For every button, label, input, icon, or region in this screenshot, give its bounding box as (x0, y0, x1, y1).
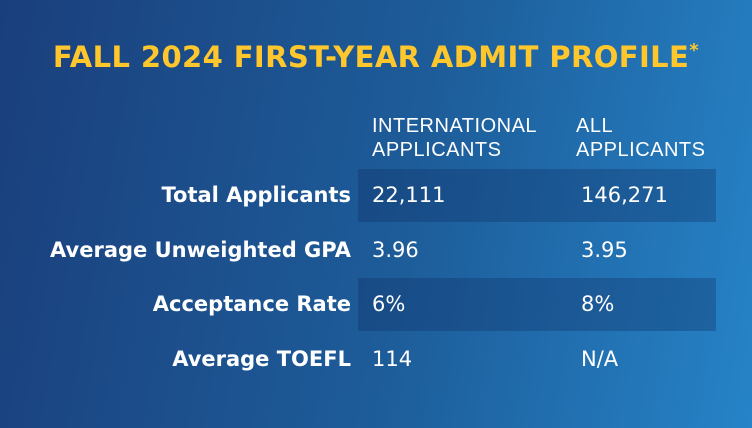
column-header-international: INTERNATIONAL APPLICANTS (372, 114, 537, 162)
row-band (358, 169, 716, 222)
table-row: Total Applicants 22,111 146,271 (0, 169, 752, 222)
column-header-line: INTERNATIONAL (372, 115, 538, 137)
title-text: FALL 2024 FIRST-YEAR ADMIT PROFILE (52, 40, 690, 74)
row-label: Total Applicants (161, 183, 351, 207)
international-value: 6% (372, 292, 406, 316)
international-value: 3.96 (372, 238, 419, 262)
table-row: Average Unweighted GPA 3.96 3.95 (0, 224, 752, 277)
row-band (358, 278, 716, 331)
column-header-line: ALL (576, 115, 614, 137)
row-label: Average Unweighted GPA (50, 238, 351, 262)
table-row: Acceptance Rate 6% 8% (0, 278, 752, 331)
page-title: FALL 2024 FIRST-YEAR ADMIT PROFILE* (0, 40, 752, 74)
international-value: 22,111 (372, 183, 446, 207)
row-label: Average TOEFL (172, 347, 351, 371)
all-value: 146,271 (581, 183, 668, 207)
all-value: 3.95 (581, 238, 628, 262)
row-label: Acceptance Rate (152, 292, 351, 316)
all-value: 8% (581, 292, 615, 316)
title-asterisk: * (689, 40, 700, 61)
all-value: N/A (581, 347, 619, 371)
column-header-line: APPLICANTS (372, 139, 502, 161)
column-header-all: ALL APPLICANTS (576, 114, 705, 162)
international-value: 114 (372, 347, 413, 371)
column-header-line: APPLICANTS (576, 139, 706, 161)
table-row: Average TOEFL 114 N/A (0, 333, 752, 386)
